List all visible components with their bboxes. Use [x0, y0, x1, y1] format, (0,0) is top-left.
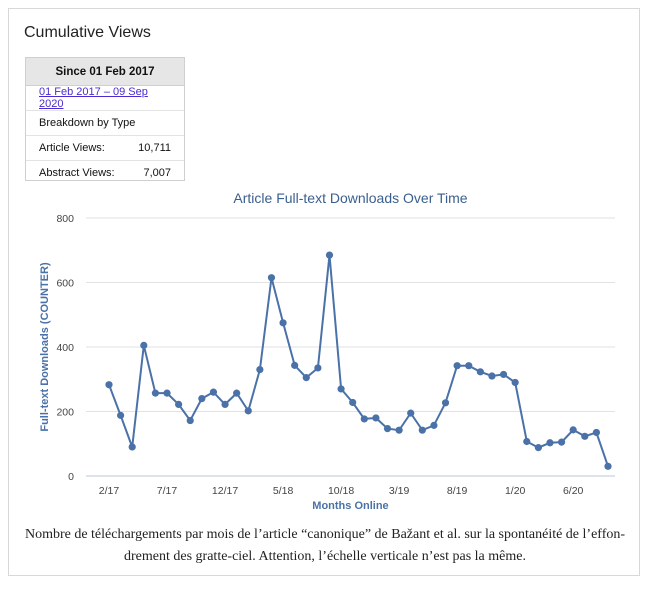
- data-point: [337, 385, 345, 393]
- stats-header: Since 01 Feb 2017: [26, 58, 184, 86]
- x-tick-label: 8/19: [447, 485, 468, 497]
- stats-date-range-row: 01 Feb 2017 – 09 Sep 2020: [26, 86, 184, 111]
- date-range-link[interactable]: 01 Feb 2017 – 09 Sep 2020: [39, 86, 148, 110]
- data-point: [349, 398, 357, 407]
- data-point: [407, 409, 415, 417]
- data-point: [534, 444, 542, 452]
- stats-breakdown-row: Breakdown by Type: [26, 111, 184, 136]
- x-tick-label: 2/17: [99, 485, 120, 497]
- article-views-value: 10,711: [138, 142, 171, 154]
- data-point: [302, 374, 310, 382]
- data-point: [279, 319, 287, 327]
- abstract-views-value: 7,007: [143, 167, 171, 179]
- data-point: [499, 370, 508, 379]
- data-point: [546, 439, 554, 447]
- caption-line-1: Nombre de téléchargements par mois de l’…: [24, 527, 626, 542]
- data-point: [128, 443, 136, 451]
- data-point: [209, 388, 218, 396]
- data-point: [441, 399, 450, 407]
- data-point: [117, 411, 125, 419]
- data-point: [360, 415, 368, 423]
- data-point: [476, 368, 484, 376]
- breakdown-label: Breakdown by Type: [39, 117, 136, 129]
- series-line: [108, 254, 609, 467]
- x-tick-label: 5/18: [273, 485, 294, 497]
- data-point: [430, 421, 438, 429]
- x-axis-label: Months Online: [312, 500, 388, 512]
- views-stats-box: Since 01 Feb 2017 01 Feb 2017 – 09 Sep 2…: [25, 57, 185, 181]
- data-point: [511, 378, 519, 387]
- data-point: [604, 462, 612, 470]
- data-point: [244, 407, 252, 415]
- y-tick-label: 0: [68, 471, 74, 483]
- data-point: [198, 395, 206, 403]
- data-point: [372, 414, 380, 422]
- data-point: [569, 426, 577, 434]
- data-point: [418, 426, 426, 434]
- data-point: [291, 361, 299, 369]
- figure-frame: [8, 8, 640, 576]
- data-point: [395, 426, 403, 434]
- x-tick-label: 12/17: [212, 485, 238, 497]
- data-point: [105, 381, 113, 389]
- page-title: Cumulative Views: [24, 24, 151, 41]
- data-point: [592, 428, 600, 437]
- data-point: [465, 362, 473, 370]
- data-point: [557, 438, 566, 446]
- data-point: [175, 400, 183, 409]
- stats-abstract-views-row: Abstract Views: 7,007: [26, 161, 184, 185]
- data-point: [151, 389, 160, 397]
- x-tick-label: 10/18: [328, 485, 354, 497]
- x-tick-label: 3/19: [389, 485, 410, 497]
- data-point: [221, 400, 229, 409]
- data-point: [186, 416, 194, 425]
- data-point: [383, 424, 392, 433]
- y-tick-label: 400: [56, 342, 74, 354]
- data-point: [140, 341, 148, 349]
- data-point: [256, 365, 264, 374]
- data-point: [163, 389, 171, 397]
- y-axis-label: Full-text Downloads (COUNTER): [39, 262, 51, 432]
- data-point: [267, 274, 276, 282]
- stats-article-views-row: Article Views: 10,711: [26, 136, 184, 161]
- abstract-views-label: Abstract Views:: [39, 167, 115, 179]
- data-point: [453, 362, 461, 370]
- data-point: [325, 251, 334, 259]
- article-views-label: Article Views:: [39, 142, 105, 154]
- x-tick-label: 6/20: [563, 485, 584, 497]
- y-tick-label: 800: [56, 213, 74, 225]
- x-tick-label: 7/17: [157, 485, 178, 497]
- x-tick-label: 1/20: [505, 485, 526, 497]
- y-tick-label: 600: [56, 278, 74, 290]
- downloads-line-chart: Article Full-text Downloads Over Time 0 20…: [39, 190, 615, 512]
- y-tick-label: 200: [56, 407, 74, 419]
- data-point: [314, 364, 322, 372]
- figure-caption: Nombre de téléchargements par mois de l’…: [10, 524, 640, 568]
- caption-line-2: drement des gratte-ciel. Attention, l’éc…: [124, 549, 526, 564]
- data-point: [523, 437, 531, 446]
- data-point: [581, 432, 589, 440]
- data-point: [233, 389, 241, 397]
- chart-title: Article Full-text Downloads Over Time: [233, 190, 467, 206]
- data-point: [488, 372, 496, 380]
